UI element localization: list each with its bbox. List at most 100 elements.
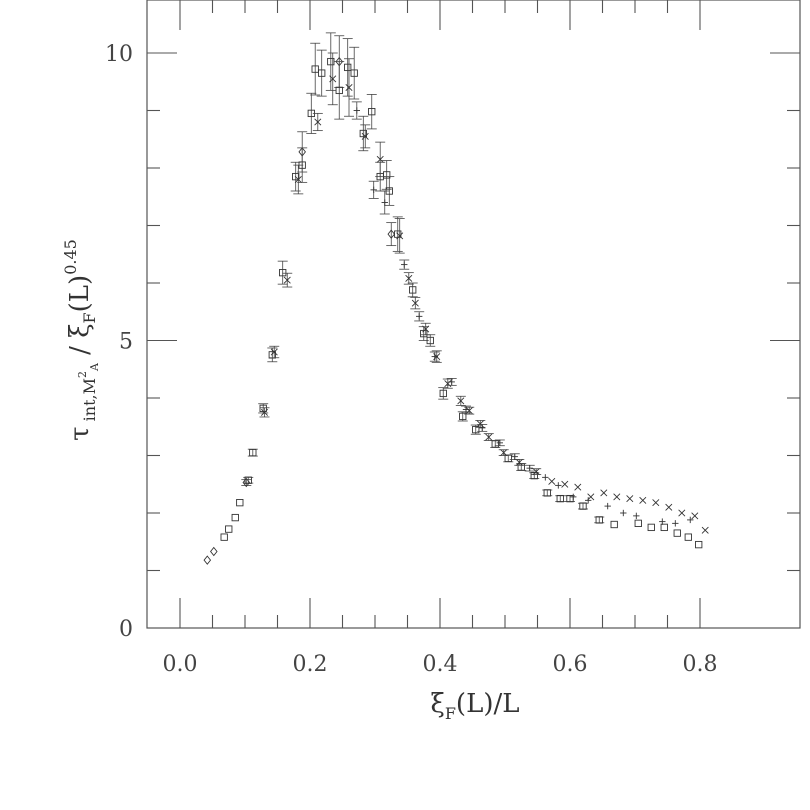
data-point-plus <box>524 464 535 472</box>
x-tick-label: 0.4 <box>423 652 458 677</box>
data-point-x <box>475 420 486 428</box>
data-point-x <box>600 489 608 497</box>
data-point-x <box>613 493 621 501</box>
data-point-x <box>626 495 634 503</box>
data-markers <box>203 32 709 565</box>
data-point-plus <box>555 482 562 489</box>
data-point-plus <box>570 493 577 501</box>
data-point-diamond <box>386 222 397 247</box>
data-point-x <box>678 509 686 517</box>
data-point-plus <box>494 439 505 447</box>
data-point-x <box>312 112 323 132</box>
data-point-square <box>470 424 481 435</box>
data-point-square <box>490 440 501 448</box>
data-point-square <box>684 533 692 541</box>
data-point-plus <box>509 453 520 460</box>
data-point-square <box>542 489 553 497</box>
data-point-x <box>587 493 595 501</box>
data-point-square <box>366 94 377 130</box>
data-point-square <box>236 499 244 507</box>
data-point-plus <box>477 424 488 432</box>
data-point-x <box>410 296 421 310</box>
data-point-diamond <box>241 477 252 488</box>
data-point-x <box>548 477 556 485</box>
data-point-plus <box>659 518 666 525</box>
data-point-square <box>610 520 618 529</box>
x-tick-labels: 0.0 0.2 0.4 0.6 0.8 <box>163 652 718 677</box>
data-point-x <box>701 526 709 534</box>
data-point-square <box>316 49 327 97</box>
data-point-x <box>360 124 371 149</box>
data-point-diamond <box>210 546 218 557</box>
data-point-x <box>269 345 280 359</box>
data-point-square <box>438 387 449 400</box>
x-tick-label: 0.2 <box>293 652 328 677</box>
data-point-plus <box>461 405 471 414</box>
data-point-plus <box>429 351 440 362</box>
data-point-plus <box>446 378 457 386</box>
data-point-x <box>652 499 660 507</box>
data-point-square <box>334 61 345 120</box>
data-point-x <box>420 322 431 336</box>
data-point-square <box>243 476 254 484</box>
data-point-plus <box>672 520 679 527</box>
data-point-x <box>531 468 542 476</box>
data-point-square <box>247 448 258 457</box>
x-tick-label: 0.8 <box>683 652 718 677</box>
data-point-square <box>634 519 642 528</box>
data-point-square <box>349 46 360 100</box>
data-point-x <box>639 496 647 504</box>
data-point-plus <box>633 512 640 520</box>
x-tick-label: 0.0 <box>163 652 198 677</box>
data-point-x <box>293 164 304 195</box>
y-tick-label: 5 <box>119 330 133 355</box>
x-axis-label: ξF(L)/L <box>430 689 519 723</box>
data-point-plus <box>585 497 592 504</box>
data-point-square <box>673 529 681 537</box>
data-point-x <box>498 449 509 457</box>
plot-frame <box>146 0 801 629</box>
data-point-square <box>310 42 321 96</box>
data-point-square <box>594 516 605 524</box>
data-point-x <box>514 458 525 466</box>
data-point-plus <box>399 259 410 270</box>
y-axis-label: τ int,M2A / ξF(L)0.45 <box>61 239 101 441</box>
data-point-square <box>660 523 668 532</box>
plot-area-border <box>146 0 801 629</box>
data-point-square <box>503 454 514 463</box>
data-point-square <box>381 160 392 190</box>
data-point-plus <box>687 516 694 524</box>
data-point-square <box>407 282 418 298</box>
data-point-square <box>578 502 588 510</box>
data-point-plus <box>542 474 549 481</box>
data-point-plus <box>351 101 362 120</box>
data-point-square <box>555 494 566 503</box>
data-point-square <box>231 513 239 522</box>
data-point-plus <box>620 509 627 517</box>
data-point-square <box>258 403 269 414</box>
data-point-x <box>455 395 466 406</box>
data-point-x <box>483 433 494 441</box>
data-point-square <box>647 523 655 532</box>
data-point-plus <box>604 502 611 510</box>
data-point-x <box>561 480 569 488</box>
data-point-square <box>358 115 369 152</box>
y-tick-labels: 0 5 10 <box>105 42 133 642</box>
data-point-x <box>344 58 354 117</box>
data-point-x <box>574 483 582 491</box>
data-point-diamond <box>203 555 212 565</box>
data-point-x <box>394 218 405 254</box>
data-point-x <box>375 141 386 178</box>
y-tick-label: 10 <box>105 42 133 67</box>
data-point-plus <box>368 180 379 199</box>
data-point-x <box>665 503 673 511</box>
data-point-x <box>691 512 699 520</box>
data-point-x <box>259 407 270 418</box>
data-point-x <box>403 272 414 285</box>
x-tick-label: 0.6 <box>553 652 588 677</box>
data-point-x <box>327 52 338 106</box>
y-tick-label: 0 <box>119 617 133 642</box>
data-point-square <box>695 540 703 549</box>
data-point-square <box>225 525 233 533</box>
